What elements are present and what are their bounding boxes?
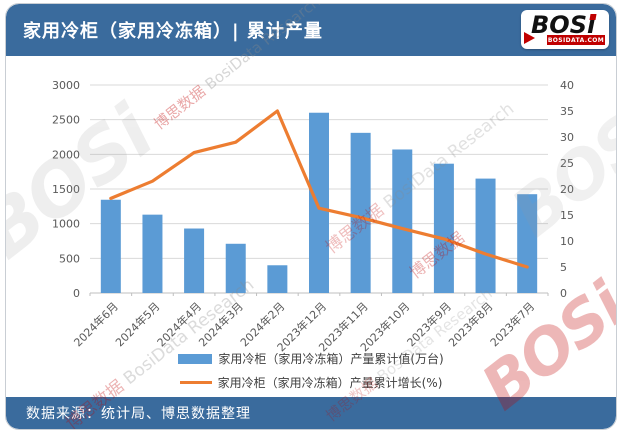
data-source-text: 数据来源：统计局、博思数据整理 [26, 406, 251, 422]
bar [309, 112, 329, 293]
y-axis-right-label: 40 [560, 79, 574, 92]
y-axis-right-label: 20 [560, 183, 574, 196]
logo-domain-text: BOSIDATA.COM [547, 36, 605, 44]
legend-label: 家用冷柜（家用冷冻箱）产量累计增长(%) [217, 376, 443, 390]
page-title: 家用冷柜（家用冷冻箱）| 累计产量 [23, 21, 323, 42]
legend-label: 家用冷柜（家用冷冻箱）产量累计值(万台) [218, 352, 444, 366]
y-axis-right-label: 30 [560, 131, 574, 144]
y-axis-right-label: 10 [560, 235, 574, 248]
bar-series-swatch [178, 353, 213, 364]
legend-item-production: 家用冷柜（家用冷冻箱）产量累计值(万台) [178, 350, 444, 367]
combo-chart: 0 500 1000 1500 2000 2500 3000 0 5 10 15 20 25 30 35 40… [52, 79, 574, 354]
x-axis-label: 2023年7月 [487, 299, 537, 349]
y-axis-right-label: 5 [560, 261, 567, 274]
bar [142, 214, 163, 293]
growth-line [109, 109, 529, 269]
chart-card: 家用冷柜（家用冷冻箱）| 累计产量 BOSi BOSIDATA.COM 0 500… [5, 3, 617, 430]
legend-item-growth: 家用冷柜（家用冷冻箱）产量累计增长(%) [179, 374, 443, 391]
bar [517, 194, 538, 293]
y-axis-left-label: 1500 [52, 183, 80, 196]
bar [225, 243, 246, 293]
logo-domain-strip: BOSIDATA.COM [547, 35, 605, 45]
line-series-swatch [179, 381, 212, 384]
bar [433, 163, 454, 293]
y-axis-right-label: 15 [560, 209, 574, 222]
bar [350, 132, 371, 293]
bar [184, 228, 205, 293]
title-bar: 家用冷柜（家用冷冻箱）| 累计产量 BOSi BOSIDATA.COM [6, 4, 616, 56]
logo-dot-icon [589, 14, 597, 20]
bar [267, 265, 288, 293]
bar [392, 149, 413, 293]
y-axis-right-label: 25 [560, 157, 574, 170]
y-axis-left-label: 1000 [52, 218, 80, 231]
chart-legend: 家用冷柜（家用冷冻箱）产量累计值(万台) 家用冷柜（家用冷冻箱）产量累计增长(%… [6, 350, 616, 391]
y-axis-right-label: 35 [560, 105, 574, 118]
y-axis-left-label: 500 [59, 252, 80, 265]
bar [475, 178, 496, 293]
source-bar: 数据来源：统计局、博思数据整理 [6, 397, 616, 429]
y-axis-left-label: 2500 [52, 114, 80, 127]
y-axis-left-label: 0 [73, 287, 80, 300]
y-axis-right-label: 0 [560, 287, 567, 300]
y-axis-left-label: 3000 [52, 79, 80, 92]
chart-area: 0 500 1000 1500 2000 2500 3000 0 5 10 15 20 25 30 35 40… [6, 56, 616, 399]
bosi-logo-text: BOSi [531, 11, 596, 39]
y-axis-left-label: 2000 [52, 148, 80, 161]
logo-triangle-icon [524, 32, 535, 44]
bosi-logo: BOSi BOSIDATA.COM [521, 10, 609, 49]
bar [100, 199, 121, 293]
